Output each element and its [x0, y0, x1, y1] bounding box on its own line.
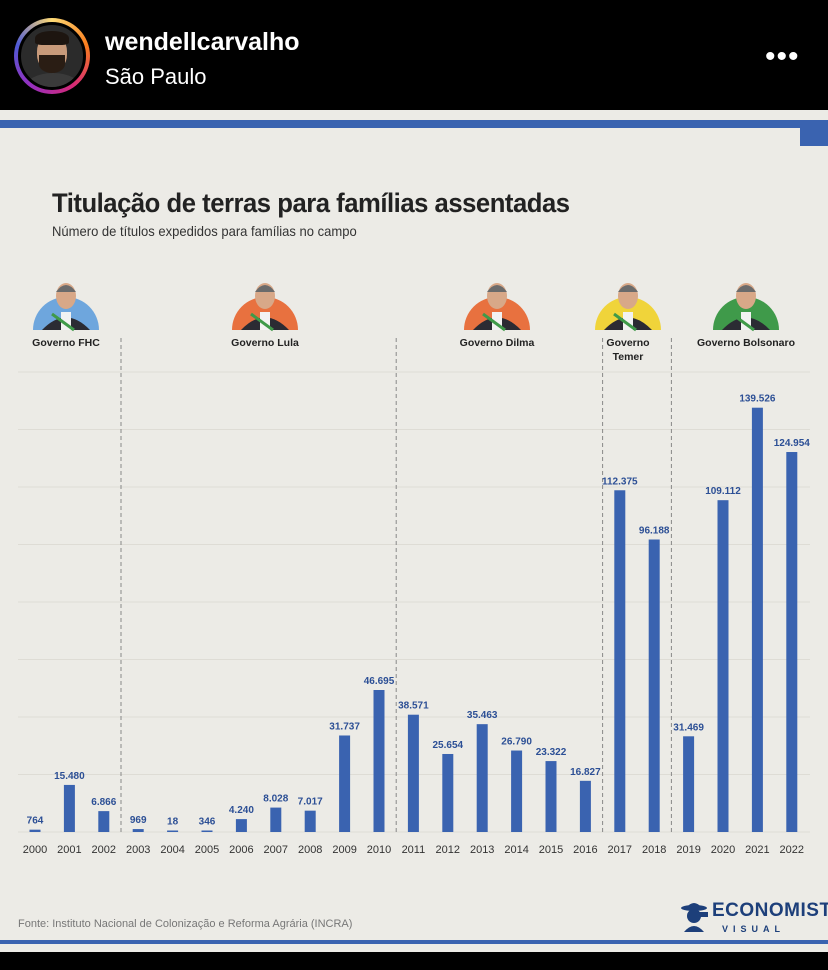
x-tick-label: 2013: [470, 844, 494, 856]
x-tick-label: 2008: [298, 844, 322, 856]
x-tick-label: 2017: [608, 844, 632, 856]
bar-value-label: 969: [130, 815, 147, 826]
bar: [235, 819, 247, 832]
bottom-band: [0, 940, 828, 944]
government-label: Governo Lula: [231, 337, 299, 349]
bar-value-label: 112.375: [602, 476, 638, 487]
x-tick-label: 2018: [642, 844, 666, 856]
infographic: Titulação de terras para famílias assent…: [0, 110, 828, 952]
bar: [648, 539, 660, 832]
chart-subtitle: Número de títulos expedidos para família…: [52, 223, 357, 239]
x-tick-label: 2011: [402, 844, 426, 856]
bar-value-label: 4.240: [229, 805, 254, 816]
bar: [407, 714, 419, 832]
government-label: Temer: [613, 351, 644, 363]
x-tick-label: 2000: [23, 844, 47, 856]
logo-line-2: VISUAL: [722, 924, 786, 934]
bar-value-label: 764: [27, 816, 44, 827]
x-tick-label: 2019: [676, 844, 700, 856]
bar: [201, 830, 213, 832]
bar: [545, 761, 557, 832]
bar: [442, 753, 454, 832]
bar-value-label: 25.654: [433, 740, 464, 751]
bar-value-label: 38.571: [398, 701, 429, 712]
bar-value-label: 6.866: [91, 797, 116, 808]
bar-value-label: 96.188: [639, 525, 670, 536]
government-label: Governo Bolsonaro: [697, 337, 795, 349]
bar: [132, 829, 144, 832]
bar: [476, 724, 488, 832]
bar-value-label: 124.954: [774, 438, 811, 449]
x-tick-label: 2003: [126, 844, 150, 856]
bar-value-label: 31.469: [673, 722, 704, 733]
economista-visual-logo: ECONOMISTA VISUAL: [676, 896, 828, 936]
bar-value-label: 346: [199, 817, 216, 828]
bar: [98, 811, 110, 832]
bar-value-label: 26.790: [501, 737, 532, 748]
bar-value-label: 35.463: [467, 710, 498, 721]
bar-value-label: 15.480: [54, 771, 85, 782]
avatar[interactable]: [18, 22, 86, 90]
bar: [786, 452, 798, 832]
post-header: wendellcarvalho São Paulo •••: [0, 0, 828, 110]
bottom-bar: [0, 952, 828, 970]
x-tick-label: 2015: [539, 844, 563, 856]
bar-value-label: 31.737: [329, 721, 360, 732]
bar-value-label: 23.322: [536, 747, 567, 758]
source-note: Fonte: Instituto Nacional de Colonização…: [18, 918, 353, 930]
bar: [751, 407, 763, 832]
username[interactable]: wendellcarvalho: [105, 28, 300, 56]
top-tab: [800, 120, 828, 146]
portrait-icon: [713, 283, 779, 332]
bar-value-label: 16.827: [570, 767, 601, 778]
x-tick-label: 2005: [195, 844, 219, 856]
portrait-icon: [33, 283, 99, 332]
portrait-icon: [464, 283, 530, 332]
bar: [304, 810, 316, 832]
portrait-icon: [595, 283, 661, 332]
bar-value-label: 18: [167, 817, 179, 828]
x-tick-label: 2010: [367, 844, 391, 856]
bar: [683, 736, 695, 832]
x-tick-label: 2014: [504, 844, 528, 856]
government-label: Governo Dilma: [460, 337, 535, 349]
bar: [167, 830, 179, 832]
x-tick-label: 2016: [573, 844, 597, 856]
x-tick-label: 2022: [780, 844, 804, 856]
bar-value-label: 139.526: [739, 394, 776, 405]
x-tick-label: 2001: [57, 844, 81, 856]
bar-value-label: 8.028: [263, 794, 288, 805]
x-tick-label: 2020: [711, 844, 735, 856]
x-tick-label: 2007: [264, 844, 288, 856]
government-label: Governo FHC: [32, 337, 100, 349]
bar-value-label: 46.695: [364, 676, 395, 687]
bar: [270, 807, 282, 832]
bar: [373, 690, 385, 832]
bar-chart: Governo FHC Governo Lula Governo Dilma Gove…: [18, 283, 811, 856]
logo-line-1: ECONOMISTA: [712, 900, 828, 921]
government-label: Governo: [606, 337, 649, 349]
x-tick-label: 2021: [745, 844, 769, 856]
top-band: [0, 120, 828, 128]
x-tick-label: 2006: [229, 844, 253, 856]
bar: [511, 750, 523, 832]
bar: [339, 735, 351, 832]
more-horizontal-icon[interactable]: •••: [765, 40, 800, 73]
bar: [614, 490, 626, 832]
x-tick-label: 2002: [92, 844, 116, 856]
x-tick-label: 2004: [160, 844, 184, 856]
bar-value-label: 7.017: [298, 797, 323, 808]
detective-logo-icon: [681, 903, 708, 932]
bar: [29, 829, 41, 832]
bar: [579, 780, 591, 832]
location[interactable]: São Paulo: [105, 64, 207, 89]
bar: [717, 500, 729, 832]
x-tick-label: 2012: [436, 844, 460, 856]
story-ring[interactable]: [14, 18, 90, 94]
x-tick-label: 2009: [332, 844, 356, 856]
portrait-icon: [232, 283, 298, 332]
bar-value-label: 109.112: [705, 486, 741, 497]
chart-title: Titulação de terras para famílias assent…: [52, 188, 570, 218]
bar: [63, 784, 75, 832]
